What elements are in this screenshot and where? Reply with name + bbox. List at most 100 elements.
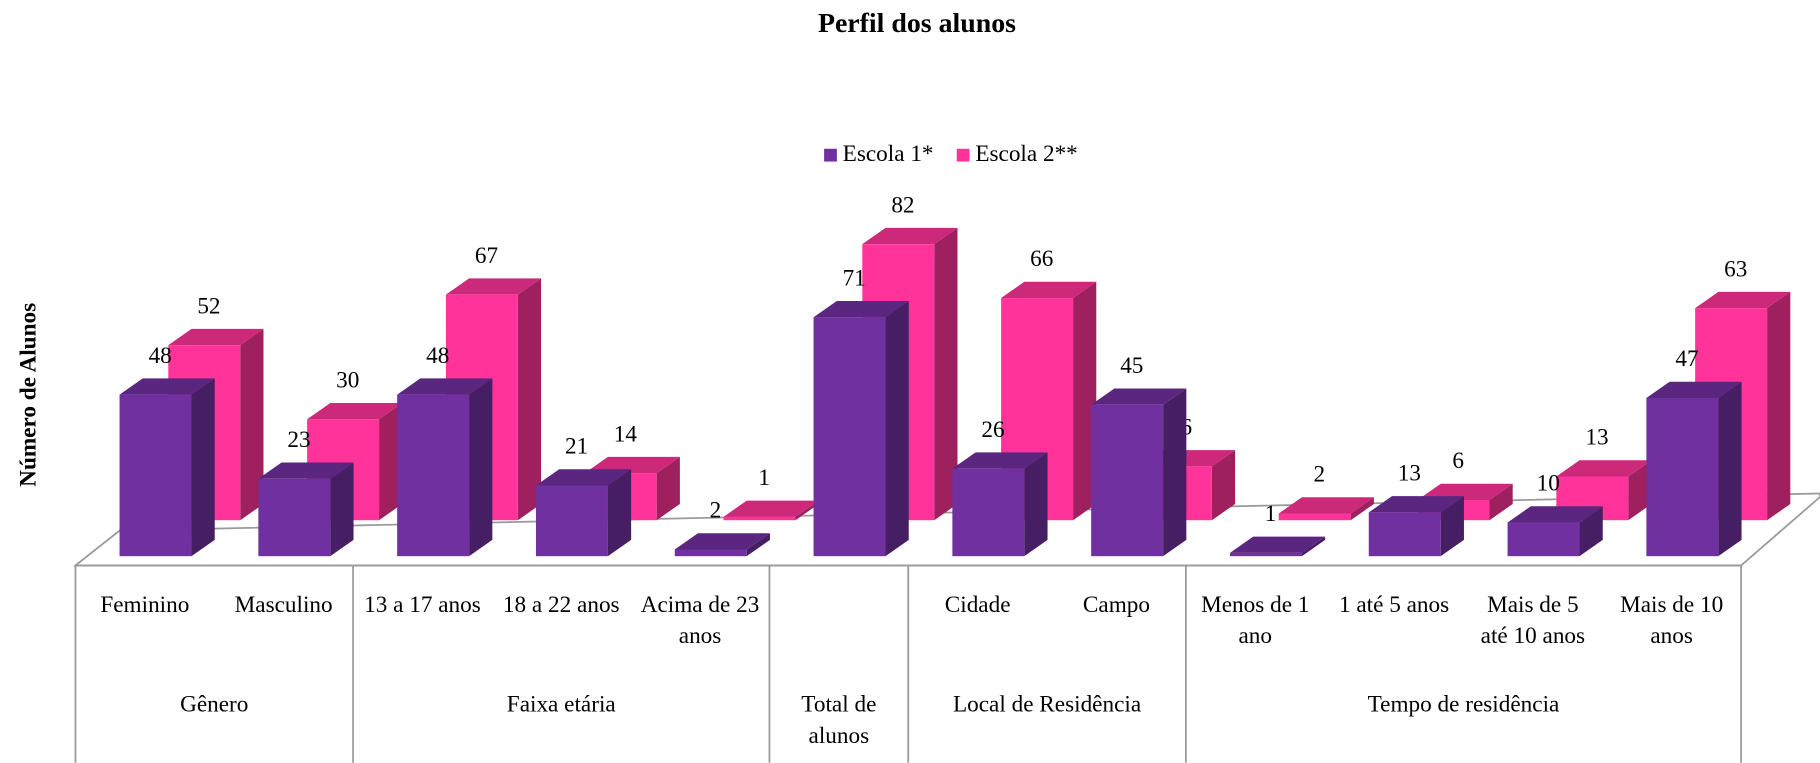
data-label: 2 <box>710 498 722 524</box>
bar-top <box>168 328 264 346</box>
bar-top <box>397 378 493 395</box>
bar-side <box>795 500 819 521</box>
data-label: 10 <box>1537 471 1560 497</box>
bar <box>119 378 215 557</box>
bar-top <box>535 469 632 486</box>
x-tick-label: 1 até 5 anos <box>1338 592 1450 618</box>
bar-front <box>674 549 747 557</box>
group-label: Tempo de residência <box>1367 691 1560 718</box>
data-label: 14 <box>614 421 638 447</box>
bar-top <box>1091 388 1187 405</box>
bar <box>723 500 819 521</box>
data-label: 48 <box>426 343 449 369</box>
bar-front <box>535 485 608 557</box>
legend-swatch <box>824 148 837 162</box>
bar-side <box>1440 496 1464 557</box>
data-label: 13 <box>1398 461 1421 487</box>
x-tick-label: Campo <box>1082 592 1150 618</box>
group-label: Total de alunos <box>801 691 877 749</box>
group-label-box: Faixa etária <box>506 691 616 718</box>
bar <box>674 533 770 557</box>
bar-top <box>1646 381 1742 398</box>
bar-top <box>723 500 819 517</box>
data-label: 45 <box>1120 353 1143 379</box>
x-tick-label-box: Cidade <box>944 592 1011 618</box>
bar-top <box>813 300 909 318</box>
group-label-box: Total de alunos <box>801 691 877 749</box>
bar-top <box>1507 506 1603 523</box>
x-tick-label: Mais de 10 anos <box>1620 592 1724 650</box>
bar-side <box>1579 506 1603 557</box>
x-tick-label-box: Menos de 1 ano <box>1201 592 1310 650</box>
bar <box>1556 460 1652 521</box>
bar-side <box>656 456 680 521</box>
x-tick-label-box: Campo <box>1082 592 1150 618</box>
bar <box>1278 497 1374 521</box>
bar-side <box>330 462 354 557</box>
data-label: 52 <box>197 293 220 319</box>
data-label: 2 <box>1314 462 1326 488</box>
bar-top <box>1695 291 1791 309</box>
bar-side <box>1628 460 1652 521</box>
bar-side <box>1301 536 1326 557</box>
data-label: 21 <box>565 434 588 460</box>
group-label: Faixa etária <box>506 691 616 718</box>
bar-side <box>1211 450 1236 521</box>
data-label: 48 <box>149 343 172 369</box>
x-tick-label-box: 13 a 17 anos <box>364 592 481 618</box>
data-label: 23 <box>287 427 310 453</box>
bar <box>1229 536 1326 557</box>
bar-side <box>746 533 770 557</box>
bar <box>258 462 354 557</box>
bar-top <box>584 456 680 474</box>
x-tick-label-box: 18 a 22 anos <box>502 592 620 618</box>
bar-front <box>119 394 192 557</box>
group-label-box: Tempo de residência <box>1367 691 1560 718</box>
data-label: 13 <box>1585 425 1608 451</box>
bar-front <box>258 478 331 557</box>
x-tick-label-box: Feminino <box>100 592 190 618</box>
bar-front <box>397 394 470 557</box>
bar-top <box>1368 496 1464 513</box>
bar-side <box>1024 452 1048 557</box>
bar-side <box>240 328 264 521</box>
x-tick-label: Cidade <box>944 592 1011 618</box>
bar-side <box>1163 388 1187 557</box>
x-tick-label: 18 a 22 anos <box>502 592 620 618</box>
bar <box>535 469 632 557</box>
bar-top <box>952 452 1048 469</box>
x-tick-label-box: Masculino <box>234 592 333 618</box>
group-label-box: Local de Residência <box>953 692 1141 718</box>
bar <box>813 300 909 557</box>
data-label: 26 <box>981 417 1004 443</box>
bar <box>1507 506 1603 557</box>
bar-side <box>469 378 493 557</box>
x-tick-label: Menos de 1 ano <box>1201 592 1310 650</box>
bar-side <box>607 469 632 557</box>
data-label: 66 <box>1030 246 1053 272</box>
data-label: 30 <box>336 367 359 393</box>
bar-front <box>1278 513 1351 521</box>
bar-front <box>1368 512 1441 557</box>
bar-top <box>1556 460 1652 477</box>
x-tick-label-box: Acima de 23 anos <box>641 592 760 649</box>
bar <box>1646 381 1742 557</box>
data-label: 71 <box>843 265 866 291</box>
bar-front <box>952 468 1025 557</box>
bar <box>397 378 493 557</box>
x-tick-label-box: 1 até 5 anos <box>1338 592 1450 618</box>
x-tick-label-box: Mais de 5 até 10 anos <box>1481 592 1585 649</box>
bar-top <box>119 378 215 395</box>
bar-front <box>1646 397 1719 557</box>
x-tick-label: Masculino <box>234 592 333 618</box>
data-label: 67 <box>475 243 498 269</box>
data-label: 1 <box>1265 501 1277 527</box>
group-label-box: Gênero <box>180 692 248 718</box>
bar-top <box>258 462 354 479</box>
bar-top <box>307 402 403 420</box>
bar-top <box>445 278 542 295</box>
bar-side <box>1767 291 1791 521</box>
x-tick-label: Feminino <box>100 592 190 618</box>
